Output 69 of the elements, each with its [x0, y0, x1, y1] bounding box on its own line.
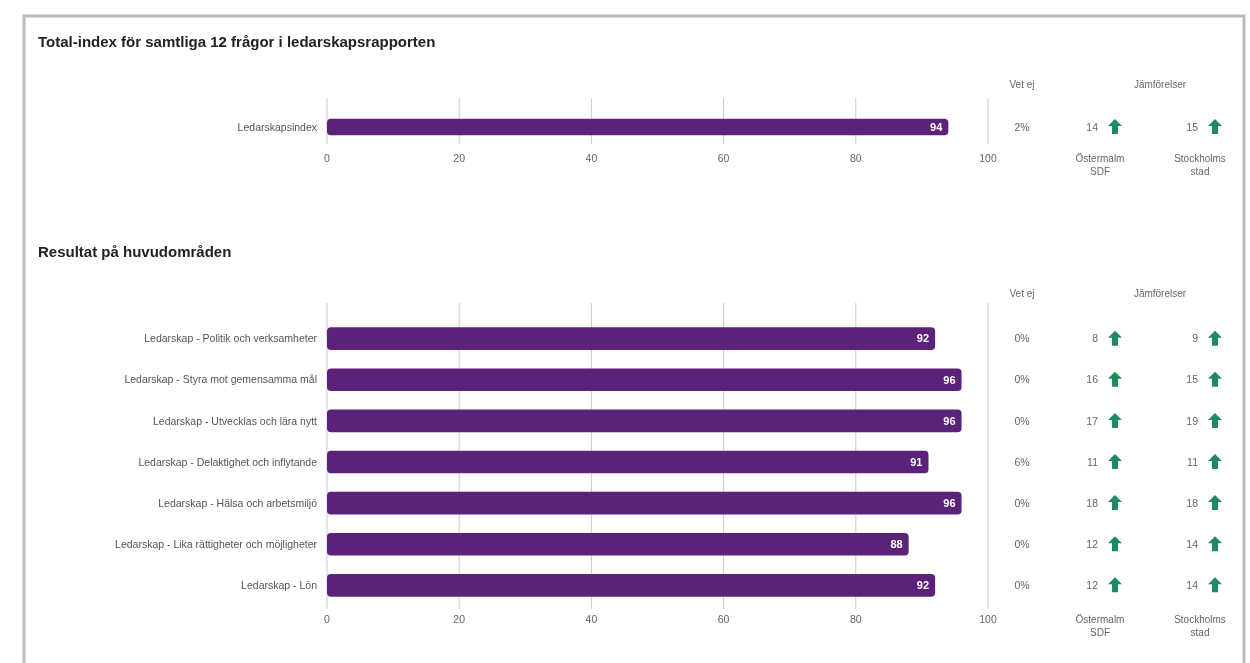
text: Vet ej [1009, 288, 1035, 299]
text: 6% [1014, 455, 1030, 468]
text: 12 [1086, 537, 1099, 550]
data-label: 92 [916, 579, 930, 592]
x-tick-label: 100 [979, 152, 997, 164]
text: 0% [1014, 414, 1030, 427]
text: 18 [1086, 496, 1099, 509]
x-tick-label: 60 [717, 152, 730, 164]
text: 11 [1187, 455, 1199, 468]
x-tick-label: 60 [717, 613, 730, 625]
text: Östermalm SDF [1075, 614, 1125, 638]
text: 9 [1192, 332, 1199, 345]
text: 12 [1086, 579, 1099, 592]
text: 0% [1014, 332, 1030, 345]
text: 15 [1186, 120, 1199, 133]
x-tick-label: 20 [453, 152, 466, 164]
text: Stockholms stad [1174, 153, 1226, 177]
data-label: 91 [910, 455, 923, 468]
text: 0% [1014, 579, 1030, 592]
data-label: 92 [916, 332, 930, 345]
text: 0% [1014, 537, 1030, 550]
y-tick-label: Ledarskap - Hälsa och arbetsmiljö [158, 496, 318, 509]
data-label: 96 [943, 496, 956, 509]
text: 14 [1086, 120, 1099, 133]
y-tick-label: Ledarskap - Lön [241, 579, 318, 592]
bar [327, 327, 936, 350]
bar [327, 450, 929, 474]
x-tick-label: 20 [453, 613, 466, 625]
x-tick-label: 40 [585, 613, 598, 625]
text: 16 [1086, 373, 1099, 386]
bar [327, 532, 909, 556]
x-tick-label: 0 [324, 613, 331, 625]
data-label: 96 [943, 373, 956, 386]
x-tick-label: 80 [849, 613, 862, 625]
data-label: 96 [943, 414, 956, 427]
text: 17 [1086, 414, 1099, 427]
bar [327, 368, 962, 392]
text: 14 [1186, 579, 1199, 592]
y-tick-label: Ledarskap - Lika rättigheter och möjligheter [115, 537, 318, 550]
y-tick-label: Ledarskap - Styra mot gemensamma mål [124, 373, 317, 386]
y-tick-label: Ledarskapsindex [237, 120, 318, 133]
text: 2% [1014, 120, 1030, 133]
data-label: 94 [930, 120, 944, 133]
bar [327, 574, 936, 597]
x-tick-label: 0 [324, 152, 331, 164]
bar [327, 491, 962, 515]
text: 14 [1186, 537, 1199, 550]
text: Östermalm SDF [1075, 153, 1125, 177]
x-tick-label: 100 [979, 613, 997, 625]
y-tick-label: Ledarskap - Delaktighet och inflytande [138, 455, 318, 468]
x-tick-label: 40 [585, 152, 598, 164]
y-tick-label: Ledarskap - Utvecklas och lära nytt [153, 414, 318, 427]
data-label: 88 [890, 538, 903, 551]
text: Jämförelser [1133, 79, 1187, 90]
y-tick-label: Ledarskap - Politik och verksamheter [144, 332, 318, 345]
text: Vet ej [1009, 79, 1035, 90]
text: 8 [1092, 332, 1099, 345]
bar [327, 409, 962, 433]
text: Resultat på huvudområden [38, 243, 232, 260]
text: 18 [1186, 496, 1199, 509]
text: 15 [1186, 373, 1199, 386]
text: 0% [1014, 373, 1030, 386]
text: 0% [1014, 496, 1030, 509]
text: Stockholms stad [1174, 614, 1226, 638]
text: 11 [1087, 455, 1099, 468]
chart-title: Total-index för samtliga 12 frågor i ledarskapsrapporten [38, 33, 436, 50]
text: 19 [1186, 414, 1199, 427]
x-tick-label: 80 [849, 152, 862, 164]
text: Jämförelser [1133, 288, 1187, 299]
